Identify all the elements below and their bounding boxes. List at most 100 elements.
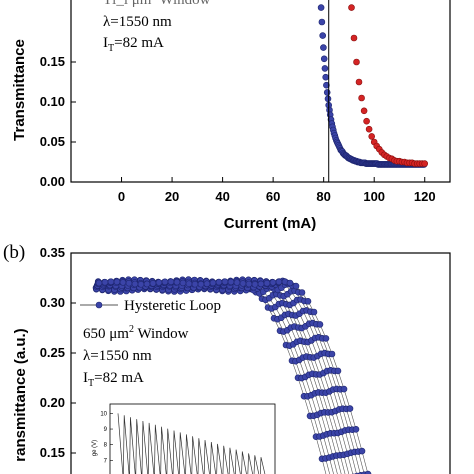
panel-b: (b) 0.15 0.20 0.25 0.30 0.35 ransmittance (a… [3, 242, 451, 474]
hysteresis-point [251, 280, 259, 288]
hysteresis-point [227, 278, 235, 286]
blue-series-point [319, 32, 327, 39]
panel-a-wavelength: λ=1550 nm [103, 14, 172, 30]
hysteresis-point [221, 278, 229, 286]
hysteresis-point [137, 280, 145, 288]
panel-b-wavelength: λ=1550 nm [83, 348, 152, 364]
red-series-point [348, 4, 355, 11]
legend-marker [95, 301, 103, 309]
hysteresis-point [263, 279, 271, 287]
red-series-point [355, 78, 363, 86]
hysteresis-point [340, 385, 348, 393]
hysteresis-point [364, 470, 372, 474]
inset-waveform [117, 413, 266, 474]
hysteresis-point [316, 321, 324, 328]
blue-series-point [321, 65, 329, 72]
y-tick-label: 0.15 [40, 54, 65, 69]
panel-b-data-marks [92, 276, 372, 474]
inset: 7 8 9 10 ge (V) [92, 403, 276, 474]
inset-y-tick-label: 10 [100, 411, 107, 417]
hysteresis-point [107, 278, 115, 286]
hysteresis-point [286, 279, 294, 287]
hysteresis-point [275, 278, 283, 286]
x-tick-label: 40 [215, 189, 229, 204]
hysteresis-point [191, 280, 199, 288]
red-series-point [363, 117, 370, 125]
panel-a-data-marks [317, 4, 429, 168]
panel-a-ticks: 0 20 40 60 80 100 120 0.00 0.05 0.10 0.15 [40, 54, 436, 204]
panel-b-threshold: IT=82 mA [83, 370, 144, 389]
hysteresis-point [292, 282, 300, 290]
y-tick-label: 0.20 [40, 395, 65, 410]
legend-label: Hysteretic Loop [124, 298, 221, 314]
blue-series-point [320, 55, 328, 63]
panel-b-ylabel: ransmittance (a.u.) [12, 328, 29, 461]
hysteresis-point [215, 278, 223, 286]
x-tick-label: 100 [363, 189, 385, 204]
hysteresis-point [149, 279, 157, 287]
red-series-point [421, 160, 429, 167]
panel-a-xlabel: Current (mA) [224, 215, 317, 232]
hysteresis-point [95, 279, 103, 287]
hysteresis-point [167, 278, 175, 286]
panel-a-frame [70, 0, 451, 183]
hysteresis-point [328, 350, 336, 358]
hysteresis-point [298, 289, 306, 296]
y-tick-label: 0.35 [40, 245, 65, 260]
hysteresis-point [197, 280, 205, 288]
blue-series-point [323, 89, 331, 96]
inset-ylabel: ge (V) [92, 440, 98, 456]
y-tick-label: 0.05 [40, 134, 65, 149]
hysteresis-point [209, 279, 217, 287]
hysteresis-point [352, 425, 360, 433]
panel-a: 0 20 40 60 80 100 120 0.00 0.05 0.10 0.15 Current … [11, 0, 451, 232]
red-series-point [368, 133, 376, 140]
hysteresis-point [119, 279, 127, 286]
panel-b-window: 650 μm2 Window [83, 324, 189, 342]
hysteresis-point [322, 335, 330, 342]
hysteresis-point [203, 280, 211, 288]
inset-ticks: 7 8 9 10 [100, 411, 113, 464]
blue-series-point [324, 95, 332, 103]
hysteresis-point [310, 308, 318, 316]
hysteresis-point [125, 279, 133, 287]
panel-a-threshold: IT=82 mA [103, 35, 164, 54]
panel-a-truncated-line: Tl_l μm² Window [103, 0, 211, 8]
hysteresis-point [143, 280, 151, 288]
y-tick-label: 0.10 [40, 94, 65, 109]
x-tick-label: 20 [165, 189, 179, 204]
hysteresis-point [179, 279, 187, 287]
hysteresis-point [113, 278, 121, 286]
hysteresis-point [155, 279, 163, 286]
inset-y-tick-label: 8 [104, 443, 108, 449]
hysteresis-point [257, 280, 265, 288]
red-series-point [358, 94, 365, 102]
hysteresis-point [269, 279, 277, 286]
hysteresis-point [358, 447, 366, 455]
x-tick-label: 0 [118, 189, 125, 204]
blue-series-point [317, 4, 325, 11]
inset-y-tick-label: 7 [104, 458, 108, 464]
y-tick-label: 0.15 [40, 445, 65, 460]
red-series-point [365, 125, 373, 133]
y-tick-label: 0.30 [40, 295, 65, 310]
panel-b-frame [70, 252, 451, 474]
hysteresis-point [233, 279, 241, 286]
panel-a-ylabel: Transmittance [11, 39, 28, 141]
red-series-point [353, 58, 360, 66]
hysteresis-point [101, 278, 109, 286]
hysteresis-point [245, 280, 253, 288]
inset-y-tick-label: 9 [104, 427, 108, 433]
red-series-point [350, 34, 358, 42]
x-tick-label: 60 [266, 189, 280, 204]
hysteresis-point [239, 280, 247, 287]
blue-series-point [323, 81, 330, 89]
x-tick-label: 120 [414, 189, 436, 204]
red-series-point [360, 107, 368, 115]
hysteresis-point [131, 280, 139, 288]
hysteresis-point [346, 405, 354, 412]
panel-b-ticks: 0.15 0.20 0.25 0.30 0.35 [40, 245, 76, 460]
x-tick-label: 80 [316, 189, 330, 204]
hysteresis-point [304, 297, 312, 305]
